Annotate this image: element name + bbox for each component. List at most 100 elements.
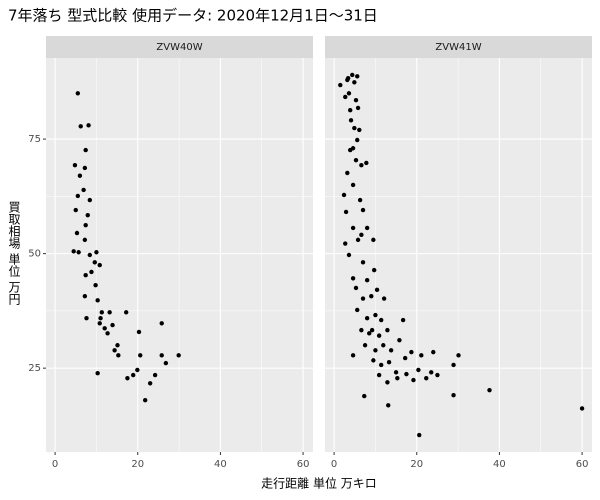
point: [105, 331, 110, 336]
point: [364, 316, 370, 321]
point: [429, 370, 434, 375]
point: [367, 331, 372, 336]
point: [376, 372, 382, 378]
point: [364, 225, 370, 231]
point: [355, 74, 360, 79]
point: [402, 355, 408, 361]
x-tick-label: 40: [493, 459, 506, 470]
point: [112, 348, 117, 353]
point: [350, 146, 356, 151]
point: [357, 127, 362, 133]
point: [142, 398, 148, 403]
point: [371, 237, 376, 243]
point: [456, 353, 461, 358]
point: [395, 376, 400, 381]
point: [152, 372, 158, 378]
point: [78, 124, 83, 129]
point: [359, 232, 364, 238]
point: [348, 118, 354, 123]
point: [385, 327, 390, 333]
point: [487, 387, 492, 393]
strip: [325, 36, 592, 58]
point: [369, 327, 375, 333]
point: [345, 75, 351, 81]
point: [385, 380, 390, 385]
point: [107, 310, 112, 315]
point: [82, 237, 88, 243]
point: [92, 260, 97, 265]
point: [357, 197, 363, 203]
point: [83, 272, 88, 278]
point: [159, 353, 164, 358]
x-tick-label: 20: [131, 459, 144, 470]
point: [123, 310, 129, 315]
point: [73, 207, 78, 213]
point: [381, 343, 386, 348]
point: [135, 367, 140, 373]
strip: [46, 36, 313, 58]
chart-title: 7年落ち 型式比較 使用データ: 2020年12月1日～31日: [8, 7, 378, 25]
point: [579, 406, 585, 411]
point: [400, 317, 406, 323]
point: [364, 277, 370, 283]
point: [75, 193, 81, 199]
point: [346, 252, 352, 258]
point: [419, 353, 424, 358]
point: [95, 298, 100, 303]
point: [86, 123, 91, 128]
point: [388, 348, 394, 353]
point: [98, 316, 103, 321]
point: [451, 362, 456, 368]
point: [359, 163, 364, 168]
point: [97, 262, 102, 268]
point: [355, 307, 360, 313]
point: [138, 353, 143, 358]
point: [360, 260, 366, 265]
point: [350, 225, 356, 231]
point: [99, 310, 104, 315]
x-axis-label: 走行距離 単位 万キロ: [261, 476, 377, 491]
point: [431, 349, 436, 355]
point: [85, 212, 90, 218]
point: [373, 312, 378, 318]
point: [381, 296, 387, 301]
point: [84, 316, 89, 321]
point: [116, 353, 121, 358]
y-tick-label: 50: [28, 249, 41, 260]
point: [77, 173, 83, 178]
x-tick-label: 40: [214, 459, 227, 470]
strip-label: ZVW40W: [156, 42, 202, 53]
point: [89, 269, 94, 275]
point: [353, 157, 359, 163]
point: [345, 170, 350, 176]
point: [341, 192, 347, 198]
point: [147, 381, 153, 386]
point: [343, 94, 348, 100]
point: [350, 276, 356, 281]
point: [352, 125, 357, 131]
point: [82, 294, 88, 299]
point: [397, 338, 402, 343]
point: [424, 376, 429, 381]
point: [76, 250, 81, 255]
point: [393, 370, 399, 375]
point: [355, 237, 361, 243]
point: [386, 403, 391, 408]
point: [355, 105, 361, 111]
point: [362, 393, 367, 399]
x-tick-label: 0: [331, 459, 337, 470]
point: [376, 333, 382, 338]
panel-background: [46, 58, 313, 452]
point: [83, 147, 88, 153]
point: [338, 82, 343, 88]
point: [131, 372, 136, 378]
y-tick-label: 75: [28, 134, 41, 145]
point: [416, 367, 421, 373]
point: [404, 371, 409, 377]
point: [125, 376, 130, 381]
point: [74, 230, 80, 236]
point: [163, 360, 169, 366]
point: [373, 348, 378, 353]
point: [386, 360, 392, 365]
